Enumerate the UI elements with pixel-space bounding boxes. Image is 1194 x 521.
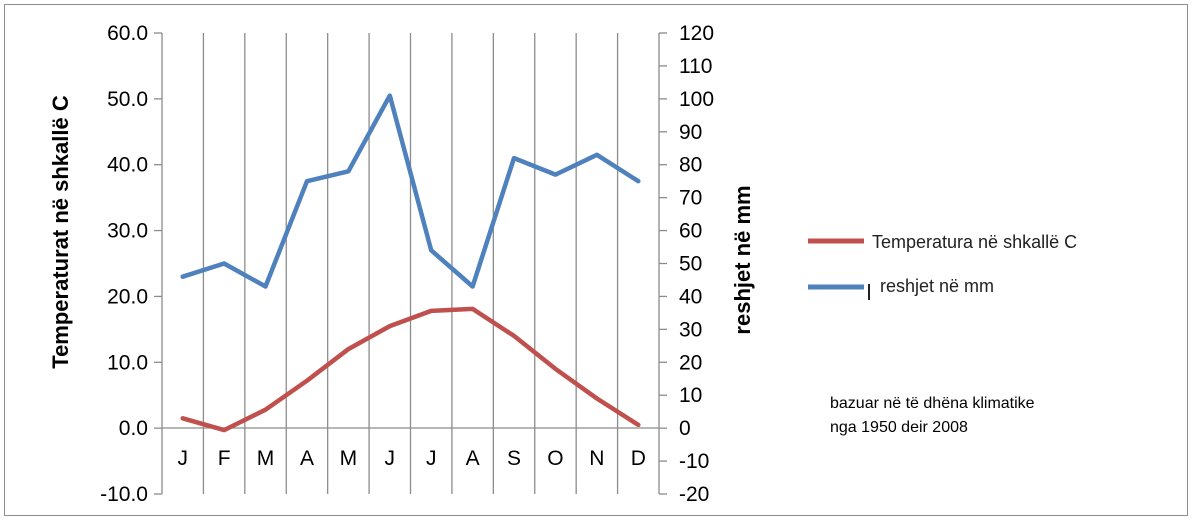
precipitation-line: [180, 93, 641, 289]
x-tick-label: J: [426, 447, 437, 470]
annotation-line-1: bazuar në të dhëna klimatike: [830, 395, 1035, 412]
legend-label-precipitation: reshjet në mm: [880, 276, 994, 296]
temperature-line: [180, 306, 641, 433]
x-tick-label: M: [340, 447, 358, 470]
right-axis-ticks: -20 -10 0 10 20 30 40 50 60 70 80 90 100 110 120: [659, 22, 714, 506]
left-tick-label: 10.0: [107, 351, 148, 374]
right-tick-label: 90: [679, 121, 702, 144]
right-tick-label: 20: [679, 351, 702, 374]
right-tick-label: 40: [679, 285, 702, 308]
annotation-line-2: nga 1950 deir 2008: [830, 419, 968, 436]
x-tick-label: A: [300, 447, 314, 470]
right-tick-label: 70: [679, 187, 702, 210]
right-tick-label: 110: [679, 55, 712, 78]
x-tick-label: D: [631, 447, 646, 470]
chart-frame: [4, 4, 1188, 516]
x-tick-label: J: [177, 447, 188, 470]
left-tick-label: -10.0: [100, 483, 148, 506]
x-tick-label: N: [589, 447, 604, 470]
left-axis-ticks: -10.0 0.0 10.0 20.0 30.0 40.0 50.0 60.0: [100, 22, 162, 506]
right-tick-label: 100: [679, 88, 714, 111]
left-tick-label: 40.0: [107, 154, 148, 177]
legend-label-temperature: Temperatura në shkallë C: [872, 232, 1077, 252]
left-tick-label: 20.0: [107, 285, 148, 308]
right-tick-label: -20: [679, 483, 709, 506]
x-tick-label: M: [257, 447, 275, 470]
x-tick-label: F: [218, 447, 231, 470]
x-tick-label: A: [466, 447, 480, 470]
left-tick-label: 0.0: [119, 417, 148, 440]
legend: Temperatura në shkallë C reshjet në mm: [808, 232, 1077, 300]
x-tick-label: O: [547, 447, 563, 470]
right-tick-label: 60: [679, 220, 702, 243]
right-tick-label: 120: [679, 22, 714, 45]
right-tick-label: 80: [679, 154, 702, 177]
left-tick-label: 30.0: [107, 220, 148, 243]
series-layer: [180, 93, 641, 433]
right-tick-label: 10: [679, 384, 702, 407]
annotation: bazuar në të dhëna klimatike nga 1950 de…: [830, 395, 1035, 436]
left-tick-label: 60.0: [107, 22, 148, 45]
x-tick-label: J: [385, 447, 396, 470]
right-tick-label: 30: [679, 318, 702, 341]
left-tick-label: 50.0: [107, 88, 148, 111]
x-tick-label: S: [507, 447, 521, 470]
right-tick-label: 50: [679, 253, 702, 276]
left-axis-title: Temperaturat në shkallë C: [48, 95, 73, 369]
right-tick-label: -10: [679, 450, 709, 473]
right-tick-label: 0: [679, 417, 691, 440]
right-axis-title: reshjet në mm: [730, 185, 755, 334]
